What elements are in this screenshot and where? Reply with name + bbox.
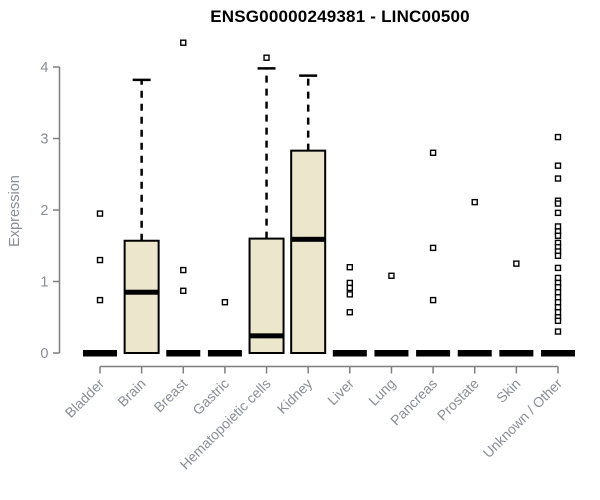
- median-line-brain: [124, 289, 159, 295]
- outlier-point-pancreas: [429, 244, 437, 252]
- outlier-point-unknown-other: [554, 317, 562, 325]
- y-tick-label-1: 1: [40, 275, 48, 291]
- collapsed-box-breast: [166, 350, 201, 357]
- outlier-point-unknown-other: [554, 264, 562, 272]
- x-tick-label-unknown-other: Unknown / Other: [480, 375, 566, 461]
- outlier-point-pancreas: [429, 296, 437, 304]
- outlier-point-lung: [388, 272, 395, 279]
- outlier-point-bladder: [96, 296, 104, 304]
- outlier-point-unknown-other: [554, 252, 562, 259]
- x-tick-label-brain: Brain: [114, 375, 148, 409]
- outlier-point-skin: [513, 260, 520, 267]
- outlier-point-liver: [346, 309, 354, 316]
- outlier-point-prostate: [471, 198, 478, 206]
- x-tick-label-skin: Skin: [493, 375, 524, 406]
- outlier-point-liver: [346, 279, 354, 287]
- outlier-point-liver: [346, 264, 354, 271]
- x-tick-label-bladder: Bladder: [62, 375, 108, 421]
- outlier-point-unknown-other: [554, 309, 562, 316]
- outlier-point-gastric: [221, 299, 229, 306]
- outlier-point-breast: [180, 266, 187, 274]
- outlier-point-unknown-other: [554, 200, 562, 207]
- y-tick-label-0: 0: [40, 346, 48, 362]
- outlier-point-unknown-other: [554, 284, 562, 291]
- y-tick-label-3: 3: [40, 132, 48, 148]
- collapsed-box-liver: [332, 350, 367, 357]
- x-tick-label-prostate: Prostate: [434, 375, 482, 423]
- box-brain: [123, 239, 160, 354]
- outlier-point-unknown-other: [554, 162, 562, 169]
- outlier-point-unknown-other: [554, 294, 562, 301]
- box-kidney: [290, 149, 327, 354]
- outlier-point-unknown-other: [554, 289, 562, 296]
- outlier-point-bladder: [96, 210, 104, 217]
- collapsed-box-pancreas: [416, 350, 451, 357]
- outlier-point-unknown-other: [554, 209, 562, 217]
- y-tick-label-2: 2: [40, 203, 48, 219]
- outlier-point-unknown-other: [554, 304, 562, 311]
- outlier-point-unknown-other: [554, 328, 562, 335]
- x-tick-label-kidney: Kidney: [274, 375, 316, 417]
- outlier-point-pancreas: [429, 149, 437, 157]
- outlier-point-unknown-other: [554, 133, 562, 141]
- collapsed-box-bladder: [83, 350, 117, 357]
- collapsed-box-unknown-other: [541, 350, 575, 357]
- y-tick-label-4: 4: [40, 60, 48, 76]
- collapsed-box-lung: [374, 350, 409, 357]
- outlier-point-liver: [346, 291, 354, 298]
- x-tick-label-breast: Breast: [150, 375, 190, 415]
- outlier-point-unknown-other: [554, 175, 562, 182]
- outlier-point-unknown-other: [554, 274, 562, 282]
- outlier-point-unknown-other: [554, 299, 562, 306]
- x-tick-label-lung: Lung: [365, 375, 398, 408]
- outlier-point-breast: [180, 287, 187, 294]
- x-tick-label-liver: Liver: [324, 375, 357, 408]
- outlier-point-liver: [346, 284, 354, 292]
- chart-title: ENSG00000249381 - LINC00500: [210, 7, 470, 26]
- collapsed-box-gastric: [207, 350, 242, 357]
- median-line-hematopoietic-cells: [249, 333, 284, 339]
- outlier-point-hematopoietic-cells: [263, 54, 270, 61]
- outlier-point-breast: [180, 39, 187, 46]
- median-line-kidney: [291, 236, 326, 242]
- outlier-point-unknown-other: [554, 232, 562, 239]
- outlier-point-unknown-other: [554, 223, 562, 230]
- collapsed-box-prostate: [457, 350, 492, 357]
- collapsed-box-skin: [499, 350, 534, 357]
- outlier-point-bladder: [96, 256, 104, 264]
